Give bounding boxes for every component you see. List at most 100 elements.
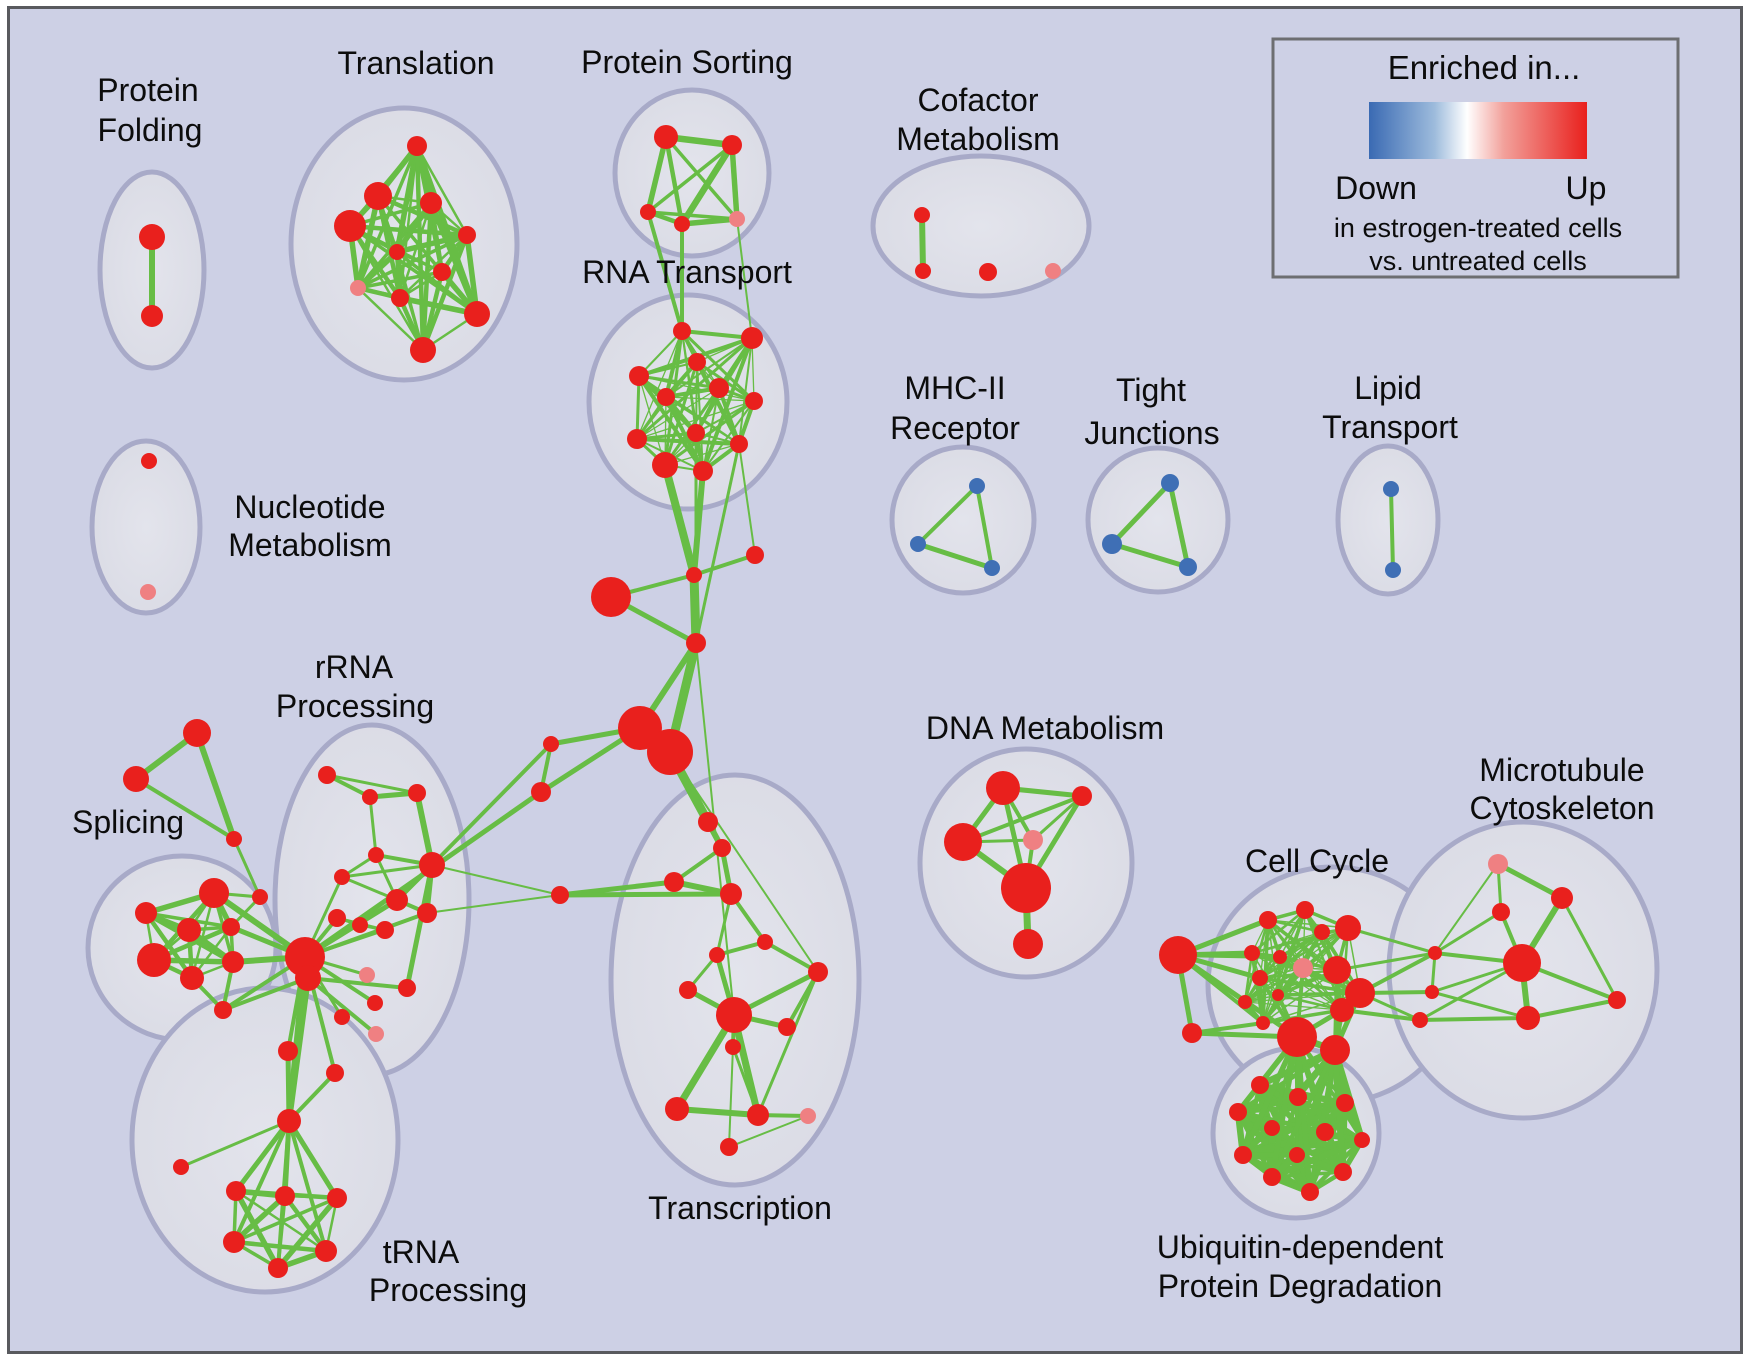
- network-node-p3: [640, 204, 656, 220]
- network-edge: [680, 329, 754, 340]
- cluster-label-ubiquitin-degradation: Ubiquitin-dependent: [1157, 1229, 1444, 1265]
- network-edge: [1307, 1137, 1365, 1195]
- network-edge: [404, 862, 435, 991]
- network-node-c7: [709, 947, 725, 963]
- network-edge: [694, 442, 741, 645]
- network-node-cc16: [1182, 1023, 1202, 1043]
- legend-down-label: Down: [1335, 170, 1417, 206]
- network-edge: [1243, 951, 1254, 1004]
- network-node-c11: [778, 1018, 796, 1036]
- network-node-u11: [1334, 1163, 1352, 1181]
- network-edge: [1250, 908, 1307, 955]
- network-node-lt2: [1385, 562, 1401, 578]
- network-node-t1: [407, 136, 427, 156]
- network-node-rr4: [368, 847, 384, 863]
- network-node-tp2: [173, 1159, 189, 1175]
- network-edge: [1258, 976, 1362, 995]
- network-edge: [646, 210, 684, 333]
- network-node-mh3: [984, 560, 1000, 576]
- network-edge: [1346, 926, 1437, 955]
- network-node-u3: [1336, 1094, 1354, 1112]
- network-node-t6: [389, 244, 405, 260]
- network-node-t3: [420, 192, 442, 214]
- cluster-label-trna-processing: tRNA: [383, 1234, 460, 1270]
- network-edge: [1526, 998, 1619, 1020]
- network-edge: [231, 1193, 288, 1245]
- network-node-mh1: [969, 478, 985, 494]
- network-node-rr6: [419, 852, 445, 878]
- network-edge: [1190, 1021, 1265, 1035]
- network-node-c10: [716, 997, 752, 1033]
- network-edge: [663, 134, 685, 227]
- cluster-label-nucleotide-metabolism: Nucleotide: [234, 489, 385, 525]
- network-node-p4: [674, 216, 690, 232]
- network-edge: [232, 1196, 339, 1244]
- network-edge: [961, 794, 1084, 844]
- network-edge: [663, 399, 756, 467]
- network-node-r10: [730, 435, 748, 453]
- network-edge: [286, 1118, 340, 1201]
- network-node-cc8: [1293, 958, 1313, 978]
- network-node-pf1: [139, 224, 165, 250]
- cluster-label-transcription: Transcription: [648, 1190, 832, 1226]
- network-edge: [1244, 1001, 1343, 1011]
- network-node-d4: [1023, 830, 1043, 850]
- cluster-ellipse-nucleotide-metabolism: [89, 438, 203, 616]
- network-node-t9: [391, 289, 409, 307]
- network-edge: [661, 461, 698, 579]
- network-node-r1: [673, 322, 691, 340]
- network-node-b1: [1428, 946, 1442, 960]
- network-edge: [464, 232, 480, 317]
- network-edge: [738, 337, 753, 445]
- network-edge: [689, 570, 701, 648]
- cluster-ellipse-tight-junctions: [1085, 445, 1231, 595]
- network-edge: [1335, 951, 1437, 972]
- network-node-t5: [458, 226, 476, 244]
- network-node-s2: [123, 766, 149, 792]
- network-edge: [1240, 1047, 1338, 1158]
- network-edge: [356, 270, 444, 290]
- network-edge: [637, 374, 721, 390]
- network-node-r2: [741, 327, 763, 349]
- network-node-m1: [686, 567, 702, 583]
- network-edge: [1251, 952, 1343, 1011]
- network-node-c6: [757, 934, 773, 950]
- network-node-r7: [745, 392, 763, 410]
- network-edge: [233, 1188, 281, 1271]
- cluster-ellipse-mhc-ii-receptor: [889, 444, 1037, 596]
- network-edge: [1269, 1034, 1300, 1180]
- network-node-rr3: [408, 784, 426, 802]
- network-node-rr10: [352, 917, 368, 933]
- network-node-rr16: [368, 1026, 384, 1042]
- cluster-label-nucleotide-metabolism: Metabolism: [228, 527, 392, 563]
- cluster-label-tight-junctions: Tight: [1116, 372, 1186, 408]
- network-edge: [763, 940, 820, 974]
- network-node-sp7: [180, 966, 204, 990]
- network-edge: [420, 269, 445, 353]
- legend-box: [1271, 37, 1680, 279]
- network-node-t11: [410, 337, 436, 363]
- cluster-label-microtubule-cytoskeleton: Microtubule: [1479, 752, 1644, 788]
- cluster-label-rrna-processing: Processing: [276, 688, 434, 724]
- network-node-mt5: [1608, 991, 1626, 1009]
- network-edge: [356, 233, 469, 290]
- network-edge: [1418, 1016, 1530, 1022]
- network-node-cc9: [1323, 956, 1351, 984]
- network-edge: [665, 396, 740, 445]
- network-edge: [1294, 1034, 1313, 1195]
- cluster-ellipse-lipid-transport: [1335, 443, 1441, 597]
- network-edge: [1258, 926, 1350, 980]
- network-node-rr8: [417, 903, 437, 923]
- network-node-tp8: [268, 1258, 288, 1278]
- network-node-sp8: [252, 889, 268, 905]
- cluster-ellipse-protein-sorting: [612, 87, 772, 259]
- network-edge: [664, 135, 739, 221]
- network-node-r3: [688, 353, 706, 371]
- network-node-sp1: [135, 902, 157, 924]
- cluster-label-cell-cycle: Cell Cycle: [1245, 843, 1389, 879]
- legend-gradient-bar: [1369, 102, 1587, 159]
- cluster-label-mhc-ii-receptor: MHC-II: [904, 370, 1005, 406]
- network-edge: [645, 134, 669, 215]
- network-edge: [1418, 961, 1524, 1022]
